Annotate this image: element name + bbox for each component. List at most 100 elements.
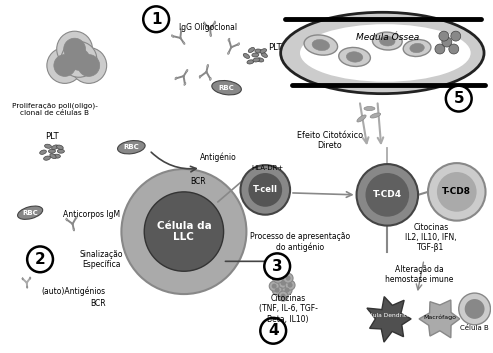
Text: Processo de apresentação
do antigénio: Processo de apresentação do antigénio [250,233,350,252]
Text: 5: 5 [454,91,464,106]
Circle shape [285,276,290,281]
Ellipse shape [260,49,267,53]
Ellipse shape [228,52,229,54]
Circle shape [439,31,449,41]
Circle shape [68,48,90,70]
Ellipse shape [228,38,230,41]
Ellipse shape [57,145,64,149]
Circle shape [284,288,289,293]
Ellipse shape [304,35,338,55]
Ellipse shape [372,32,402,50]
Ellipse shape [75,216,77,219]
Circle shape [272,285,282,295]
Ellipse shape [184,83,186,85]
Circle shape [442,37,452,47]
Text: RBC: RBC [22,210,38,216]
Ellipse shape [243,54,250,58]
Text: 2: 2 [35,252,45,267]
Text: Citocinas
(TNF, IL-6, TGF-
Beta, IL10): Citocinas (TNF, IL-6, TGF- Beta, IL10) [259,294,317,324]
Circle shape [437,172,477,212]
Text: RBC: RBC [123,144,139,150]
Circle shape [356,164,418,226]
Ellipse shape [30,277,31,279]
Ellipse shape [312,40,329,50]
Text: Citocinas
IL2, IL10, IFN,
TGF-β1: Citocinas IL2, IL10, IFN, TGF-β1 [405,223,457,252]
Circle shape [54,55,76,76]
Ellipse shape [357,115,366,122]
Ellipse shape [403,40,431,56]
Text: HLA-DR+: HLA-DR+ [251,165,283,171]
Ellipse shape [210,77,211,80]
Ellipse shape [186,70,188,72]
Text: Macrófago: Macrófago [423,314,457,319]
Circle shape [121,169,246,294]
Circle shape [435,44,445,54]
Text: Célula Dendrítica: Célula Dendrítica [363,313,415,318]
Text: Sinalização
Específica: Sinalização Específica [80,250,123,269]
Ellipse shape [66,218,68,221]
Circle shape [260,318,286,344]
Polygon shape [419,300,460,338]
Ellipse shape [51,145,58,149]
Circle shape [78,55,100,76]
Ellipse shape [27,286,28,288]
Ellipse shape [238,43,240,46]
Text: T-cell: T-cell [253,185,278,195]
Ellipse shape [39,150,46,154]
Ellipse shape [183,42,185,44]
Ellipse shape [175,77,177,80]
Text: Efeito Citotóxico
Direto: Efeito Citotóxico Direto [297,131,363,150]
Circle shape [57,31,93,67]
Circle shape [451,31,461,41]
Circle shape [283,273,293,283]
Text: 4: 4 [268,323,279,338]
Ellipse shape [18,206,43,219]
Circle shape [275,288,280,293]
Ellipse shape [210,34,211,37]
Circle shape [71,48,106,83]
Ellipse shape [43,156,50,160]
Text: Anticorpos IgM: Anticorpos IgM [63,210,120,219]
Circle shape [446,86,472,112]
Text: T-CD4: T-CD4 [373,190,402,199]
Circle shape [278,278,288,288]
Text: Alteração da
hemostase imune: Alteração da hemostase imune [385,264,453,284]
Text: 1: 1 [151,12,161,27]
Ellipse shape [252,53,259,57]
Text: IgG Oligoclonal: IgG Oligoclonal [178,23,237,32]
Circle shape [276,276,281,281]
Ellipse shape [117,140,145,154]
Ellipse shape [199,75,201,78]
Ellipse shape [410,43,424,53]
Ellipse shape [346,52,363,62]
Ellipse shape [180,29,182,31]
Ellipse shape [281,12,484,94]
Ellipse shape [57,149,65,153]
Ellipse shape [247,60,254,64]
Circle shape [281,294,285,299]
Circle shape [61,41,97,77]
Text: Antigénio: Antigénio [200,152,237,162]
Circle shape [143,6,169,32]
Circle shape [285,280,295,290]
Text: RBC: RBC [219,85,235,91]
Ellipse shape [380,36,395,46]
Circle shape [264,253,290,279]
Text: BCR: BCR [190,178,206,186]
Ellipse shape [253,58,260,62]
Ellipse shape [261,53,268,57]
Circle shape [465,299,485,319]
Circle shape [449,44,459,54]
Circle shape [27,246,53,272]
Ellipse shape [339,47,370,66]
Ellipse shape [257,58,264,62]
Ellipse shape [255,49,261,53]
Circle shape [428,163,486,221]
Circle shape [278,291,288,301]
Circle shape [248,173,282,207]
Ellipse shape [207,64,209,67]
Ellipse shape [22,278,23,280]
Circle shape [287,283,292,288]
Text: 3: 3 [272,259,282,274]
Ellipse shape [54,154,60,159]
